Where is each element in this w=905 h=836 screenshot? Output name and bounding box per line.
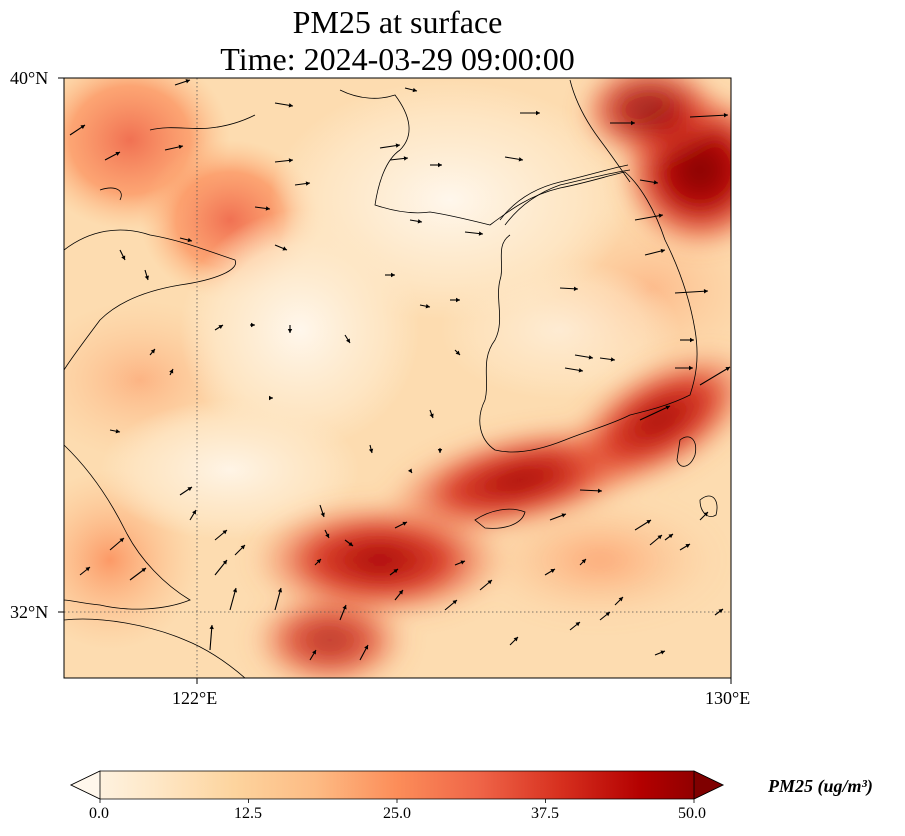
pm25-field [64,78,731,678]
gridlines [64,78,731,678]
wind-vectors [69,79,731,661]
colorbar-title: PM25 (ug/m³) [768,776,873,796]
colorbar-tick-50: 50.0 [678,805,706,822]
map-subtitle-time: Time: 2024-03-29 09:00:00 [220,41,575,77]
map-frame [63,77,732,679]
lon-tick-122e: 122°E [172,688,218,708]
coastlines [64,79,718,678]
lat-tick-32n: 32°N [10,602,49,622]
colorbar-tick-0: 0.0 [89,805,109,822]
colorbar-tick-25: 25.0 [383,805,411,822]
colorbar-tick-37-5: 37.5 [531,805,559,822]
colorbar-bar [70,770,724,800]
lon-tick-130e: 130°E [705,688,751,708]
map-title: PM25 at surface [292,4,503,40]
lat-tick-40n: 40°N [10,68,49,88]
colorbar-extend-max [693,770,724,800]
colorbar-extend-min [70,770,101,800]
colorbar-ticks [99,799,695,803]
colorbar-tick-12-5: 12.5 [234,805,262,822]
axis-ticks [58,77,732,684]
